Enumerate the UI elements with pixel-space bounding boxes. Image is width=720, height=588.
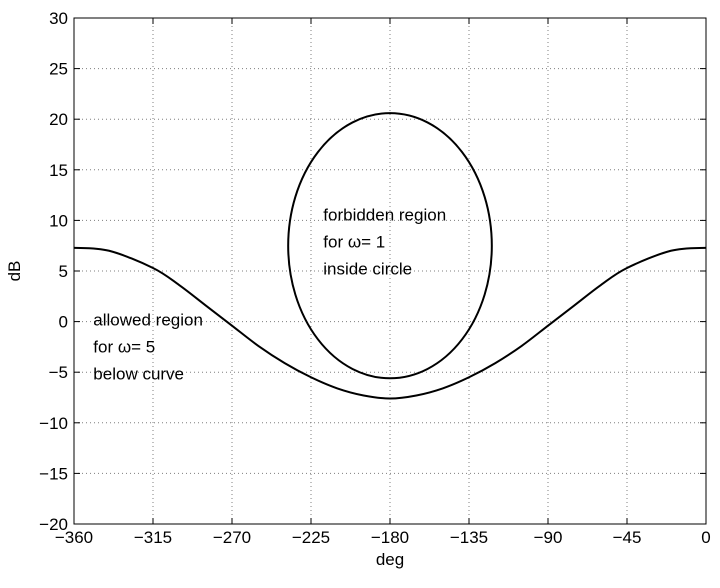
y-tick-label: 0	[59, 313, 68, 332]
y-tick-label: −5	[49, 363, 68, 382]
curve-layer	[73, 112, 707, 400]
annotation-line: inside circle	[323, 259, 412, 278]
forbidden-region-circle	[287, 112, 493, 380]
annotation-line: for ω= 1	[323, 232, 385, 251]
annotation-line: allowed region	[93, 311, 203, 330]
annotation-layer: forbidden region for ω= 1 inside circle all…	[93, 205, 446, 383]
y-tick-label: −15	[39, 464, 68, 483]
x-tick-label: −315	[134, 528, 172, 547]
y-axis-title: dB	[5, 261, 24, 282]
y-tick-label: 5	[59, 262, 68, 281]
tick-layer: −360 −315 −270 −225 −180 −135 −90 −45 0 −20 −15 −10…	[39, 9, 711, 547]
x-tick-label: −180	[371, 528, 409, 547]
x-tick-label: −45	[613, 528, 642, 547]
x-tick-label: −90	[534, 528, 563, 547]
y-tick-label: 30	[49, 9, 68, 28]
y-tick-label: −10	[39, 414, 68, 433]
x-tick-label: −225	[292, 528, 330, 547]
x-tick-label: 0	[701, 528, 710, 547]
allowed-region-curve	[73, 246, 707, 400]
x-tick-label: −270	[213, 528, 251, 547]
x-axis-title: deg	[376, 550, 404, 569]
x-tick-label: −360	[55, 528, 93, 547]
annotation-line: for ω= 5	[93, 338, 155, 357]
y-tick-label: 25	[49, 60, 68, 79]
x-tick-label: −135	[450, 528, 488, 547]
annotation-line: below curve	[93, 365, 184, 384]
grid-layer	[74, 18, 706, 524]
y-tick-label: 15	[49, 161, 68, 180]
annotation-line: forbidden region	[323, 205, 446, 224]
y-tick-label: 10	[49, 211, 68, 230]
allowed-region-annotation: allowed region for ω= 5 below curve	[93, 311, 203, 384]
y-tick-label: −20	[39, 515, 68, 534]
y-tick-label: 20	[49, 110, 68, 129]
forbidden-region-annotation: forbidden region for ω= 1 inside circle	[323, 205, 446, 278]
